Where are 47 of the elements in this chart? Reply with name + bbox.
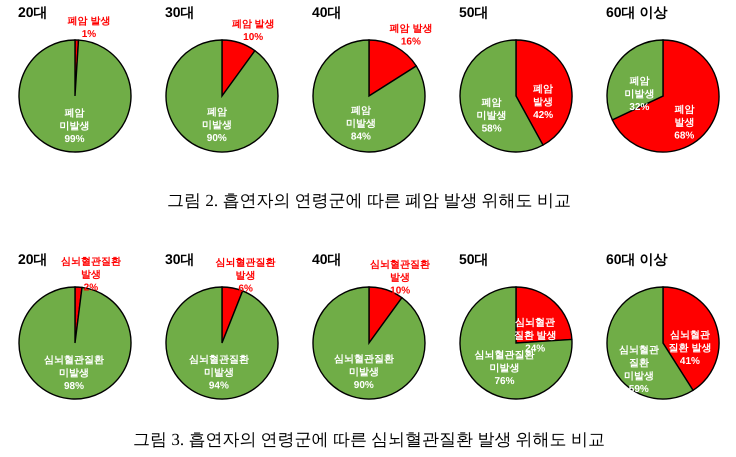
slice-label: 폐암 미발생: [59, 108, 90, 132]
chart-title: 50대: [459, 251, 489, 267]
slice-label: 심뇌혈관질환 발생: [668, 330, 712, 354]
slice-label: 심뇌혈관질환 발생: [216, 258, 276, 282]
slice-label: 폐암 발생: [674, 104, 694, 129]
slice-label: 폐암 미발생: [624, 76, 654, 100]
data-label: 90%: [206, 132, 227, 144]
data-label: 68%: [674, 130, 694, 142]
caption: 그림 2. 흡연자의 연령군에 따른 폐암 발생 위해도 비교: [167, 191, 571, 210]
data-label: 76%: [494, 376, 515, 388]
slice-label: 심뇌혈관질환 발생: [60, 256, 121, 281]
chart-title: 40대: [312, 251, 342, 267]
data-label: 10%: [243, 32, 264, 44]
data-label: 90%: [354, 380, 374, 391]
data-label: 58%: [482, 123, 502, 134]
chart-title: 30대: [165, 4, 195, 20]
data-label: 10%: [390, 286, 410, 297]
slice-label: 심뇌혈관질환 미발생: [44, 354, 104, 379]
slice-label: 폐암 발생: [533, 84, 554, 108]
data-label: 94%: [208, 380, 229, 392]
slice-label: 심뇌혈관질환 미발생: [188, 354, 249, 378]
caption: 그림 3. 흡연자의 연령군에 따른 심뇌혈관질환 발생 위해도 비교: [133, 430, 605, 449]
data-label: 32%: [629, 102, 650, 113]
chart-title: 30대: [165, 251, 195, 267]
slice-label: 심뇌혈관질환 미발생: [334, 354, 394, 378]
slice-label: 심뇌혈관질환 발생: [370, 260, 430, 284]
slice-label: 심뇌혈관질환 미발생: [618, 345, 659, 382]
data-label: 84%: [350, 132, 372, 143]
data-label: 41%: [680, 356, 700, 368]
slice-label: 폐암 발생: [232, 19, 275, 30]
slice-label: 폐암 미발생: [202, 106, 232, 131]
chart-title: 40대: [312, 4, 342, 20]
data-label: 16%: [400, 36, 421, 48]
data-label: 99%: [64, 134, 85, 145]
chart-title: 20대: [18, 4, 48, 20]
data-label: 1%: [82, 29, 96, 40]
slice-label: 폐암 미발생: [476, 97, 507, 122]
slice-label: 폐암 발생: [389, 24, 432, 35]
chart-title: 60대 이상: [606, 4, 668, 20]
slice-label: 폐암 발생: [68, 16, 110, 28]
data-label: 42%: [533, 110, 554, 122]
chart-title: 60대 이상: [606, 251, 668, 267]
chart-title: 20대: [18, 251, 48, 267]
chart-title: 50대: [459, 4, 489, 20]
data-label: 6%: [238, 284, 253, 295]
slice-label: 폐암 미발생: [346, 106, 376, 130]
data-label: 98%: [64, 380, 84, 392]
